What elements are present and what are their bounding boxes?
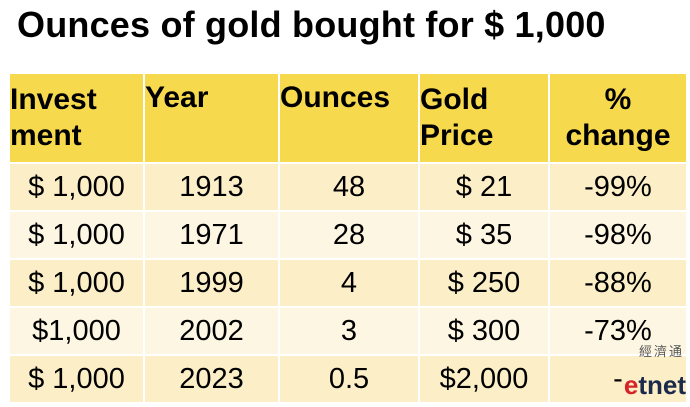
header-gold-price: Gold Price (420, 74, 550, 164)
etnet-logo-e: e (623, 370, 639, 400)
cell-gold-price: $ 300 (420, 308, 550, 356)
header-ounces-line-1: Ounces (280, 81, 391, 114)
table-row: $1,000 2002 3 $ 300 -73% (10, 308, 688, 356)
cell-gold-price: $ 250 (420, 260, 550, 308)
page-title: Ounces of gold bought for $ 1,000 (17, 4, 606, 45)
table-row: $ 1,000 1971 28 $ 35 -98% (10, 212, 688, 260)
table-row: $ 1,000 2023 0.5 $2,000 - (10, 356, 688, 404)
header-pct-change-line-2: change (565, 119, 671, 152)
header-investment-line-1: Invest (10, 83, 97, 116)
cell-gold-price: $ 21 (420, 164, 550, 212)
cell-year: 2002 (145, 308, 280, 356)
header-pct-change: % change (550, 74, 688, 164)
cell-ounces: 3 (280, 308, 420, 356)
etnet-logo-rest: tnet (638, 370, 686, 400)
cell-investment: $ 1,000 (10, 212, 145, 260)
cell-ounces: 28 (280, 212, 420, 260)
table-row: $ 1,000 1999 4 $ 250 -88% (10, 260, 688, 308)
header-investment: Invest ment (10, 74, 145, 164)
etnet-logo: etnet (624, 370, 686, 401)
header-year: Year (145, 74, 280, 164)
cell-gold-price: $ 35 (420, 212, 550, 260)
header-gold-price-line-2: Price (420, 119, 494, 152)
cell-investment: $ 1,000 (10, 164, 145, 212)
cell-year: 1913 (145, 164, 280, 212)
cell-investment: $1,000 (10, 308, 145, 356)
watermark-chinese-text: 經濟通 (638, 345, 684, 360)
cell-gold-price: $2,000 (420, 356, 550, 404)
gold-table: Invest ment Year Ounces Gold Price % cha… (10, 74, 688, 404)
cell-pct-change: -99% (550, 164, 688, 212)
header-year-line-1: Year (145, 81, 209, 114)
cell-year: 2023 (145, 356, 280, 404)
cell-year: 1971 (145, 212, 280, 260)
header-investment-line-2: ment (10, 119, 82, 152)
cell-investment: $ 1,000 (10, 356, 145, 404)
cell-pct-change: - (550, 356, 688, 404)
cell-ounces: 48 (280, 164, 420, 212)
header-gold-price-line-1: Gold (420, 83, 489, 116)
etnet-watermark: 經濟通 etnet (600, 341, 688, 401)
header-pct-change-line-1: % (604, 83, 632, 116)
cell-ounces: 0.5 (280, 356, 420, 404)
cell-pct-change: -98% (550, 212, 688, 260)
header-row: Invest ment Year Ounces Gold Price % cha… (10, 74, 688, 164)
cell-pct-change: -73% (550, 308, 688, 356)
cell-investment: $ 1,000 (10, 260, 145, 308)
header-ounces: Ounces (280, 74, 420, 164)
cell-pct-change: -88% (550, 260, 688, 308)
table-row: $ 1,000 1913 48 $ 21 -99% (10, 164, 688, 212)
cell-year: 1999 (145, 260, 280, 308)
cell-ounces: 4 (280, 260, 420, 308)
